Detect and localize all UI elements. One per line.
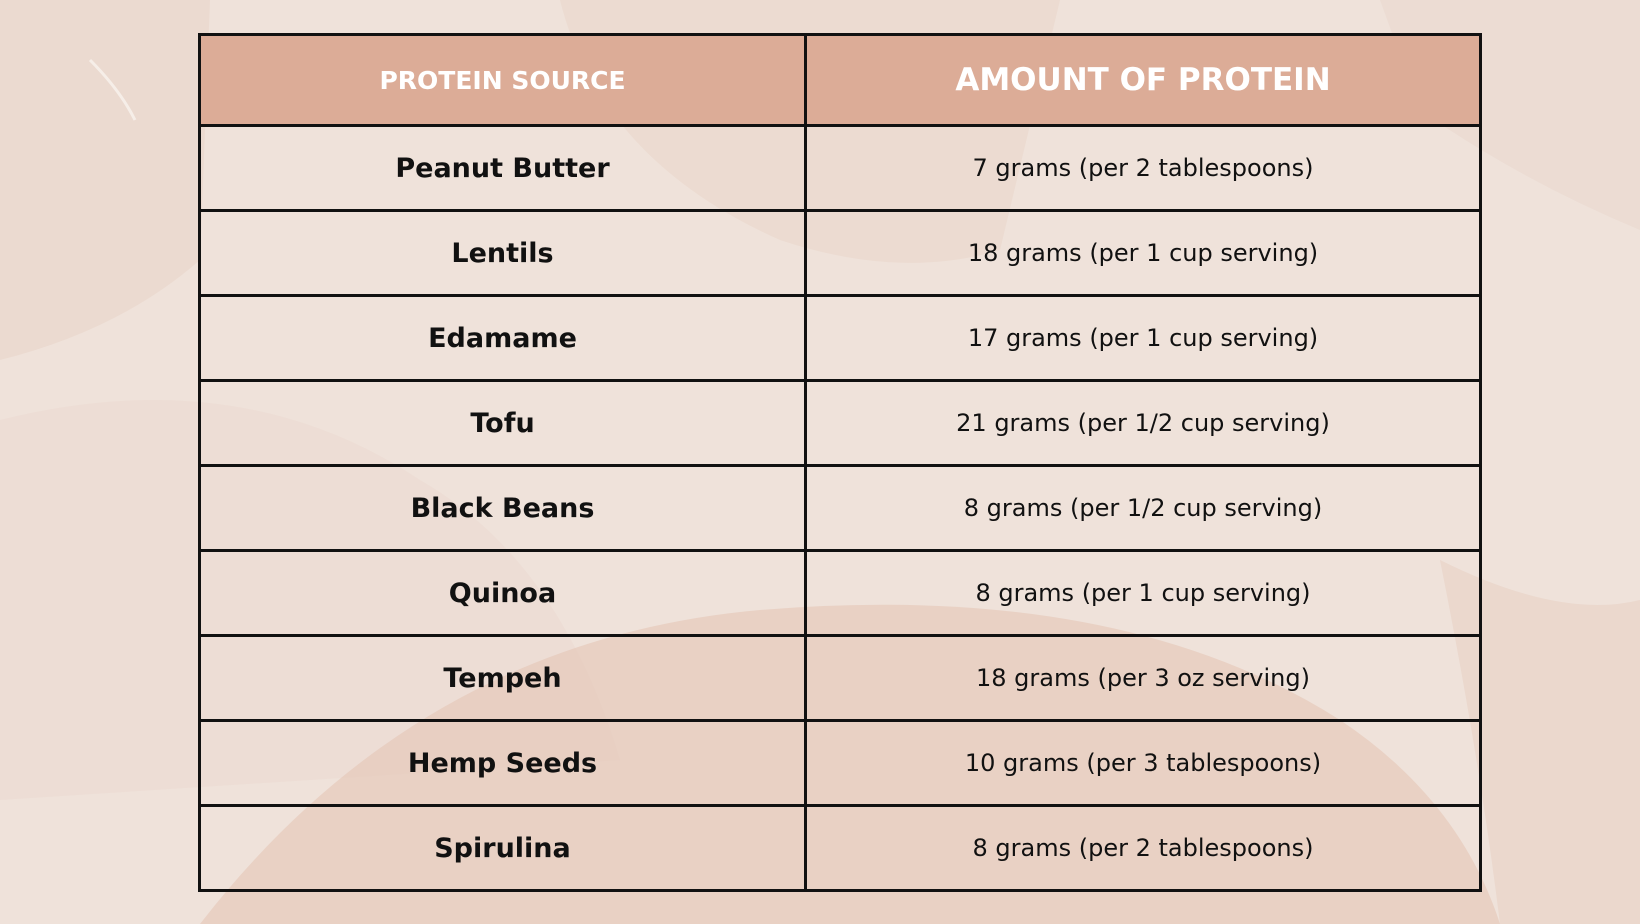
protein-source-cell: Lentils bbox=[198, 209, 807, 297]
protein-amount-cell: 7 grams (per 2 tablespoons) bbox=[804, 124, 1482, 212]
protein-source-cell: Black Beans bbox=[198, 464, 807, 552]
table-row: Black Beans 8 grams (per 1/2 cup serving… bbox=[198, 464, 1482, 552]
protein-source-cell: Spirulina bbox=[198, 804, 807, 892]
column-header-protein-source: PROTEIN SOURCE bbox=[198, 33, 807, 127]
protein-amount-cell: 21 grams (per 1/2 cup serving) bbox=[804, 379, 1482, 467]
protein-amount-cell: 8 grams (per 1 cup serving) bbox=[804, 549, 1482, 637]
protein-amount-cell: 17 grams (per 1 cup serving) bbox=[804, 294, 1482, 382]
protein-table: PROTEIN SOURCE AMOUNT OF PROTEIN Peanut … bbox=[198, 33, 1482, 892]
table-row: Spirulina 8 grams (per 2 tablespoons) bbox=[198, 804, 1482, 892]
protein-table-container: PROTEIN SOURCE AMOUNT OF PROTEIN Peanut … bbox=[198, 33, 1482, 892]
table-row: Lentils 18 grams (per 1 cup serving) bbox=[198, 209, 1482, 297]
table-row: Peanut Butter 7 grams (per 2 tablespoons… bbox=[198, 124, 1482, 212]
table-row: Tempeh 18 grams (per 3 oz serving) bbox=[198, 634, 1482, 722]
protein-amount-cell: 8 grams (per 2 tablespoons) bbox=[804, 804, 1482, 892]
protein-amount-cell: 8 grams (per 1/2 cup serving) bbox=[804, 464, 1482, 552]
protein-amount-cell: 18 grams (per 3 oz serving) bbox=[804, 634, 1482, 722]
table-row: Hemp Seeds 10 grams (per 3 tablespoons) bbox=[198, 719, 1482, 807]
protein-source-cell: Edamame bbox=[198, 294, 807, 382]
table-row: Tofu 21 grams (per 1/2 cup serving) bbox=[198, 379, 1482, 467]
protein-source-cell: Tofu bbox=[198, 379, 807, 467]
protein-source-cell: Quinoa bbox=[198, 549, 807, 637]
protein-source-cell: Hemp Seeds bbox=[198, 719, 807, 807]
table-row: Quinoa 8 grams (per 1 cup serving) bbox=[198, 549, 1482, 637]
table-header-row: PROTEIN SOURCE AMOUNT OF PROTEIN bbox=[198, 33, 1482, 127]
table-row: Edamame 17 grams (per 1 cup serving) bbox=[198, 294, 1482, 382]
protein-source-cell: Tempeh bbox=[198, 634, 807, 722]
protein-amount-cell: 18 grams (per 1 cup serving) bbox=[804, 209, 1482, 297]
protein-amount-cell: 10 grams (per 3 tablespoons) bbox=[804, 719, 1482, 807]
column-header-amount-of-protein: AMOUNT OF PROTEIN bbox=[804, 33, 1482, 127]
protein-source-cell: Peanut Butter bbox=[198, 124, 807, 212]
